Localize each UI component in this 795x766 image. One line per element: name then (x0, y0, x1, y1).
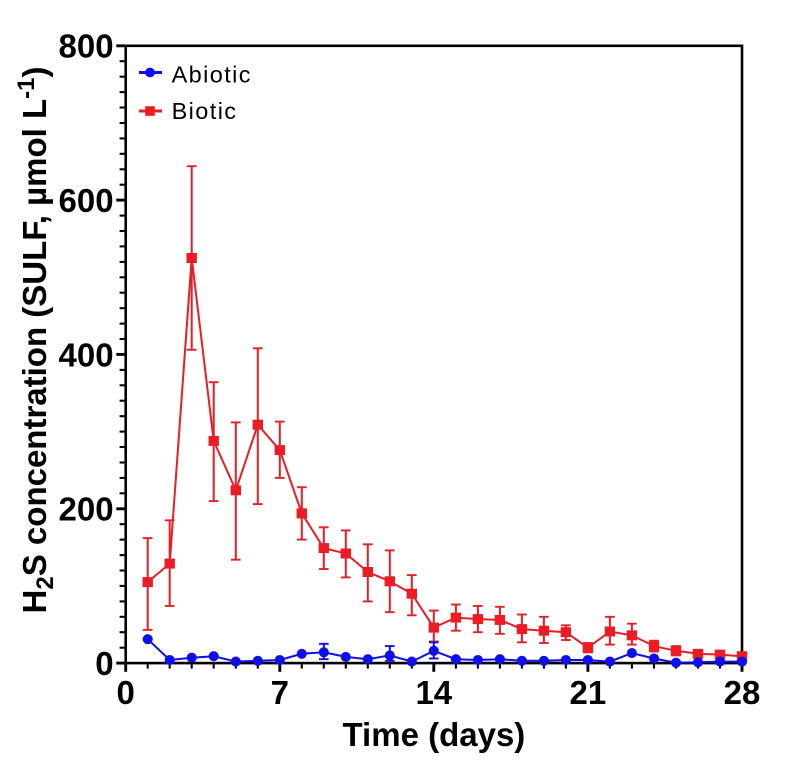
svg-text:600: 600 (59, 182, 114, 219)
svg-text:Biotic: Biotic (172, 98, 238, 124)
svg-text:800: 800 (59, 28, 114, 65)
svg-text:28: 28 (724, 674, 761, 711)
svg-text:Time (days): Time (days) (343, 716, 526, 753)
svg-text:14: 14 (415, 674, 452, 711)
svg-text:21: 21 (570, 674, 607, 711)
svg-text:Abiotic: Abiotic (172, 61, 252, 87)
svg-text:400: 400 (59, 336, 114, 373)
svg-text:0: 0 (95, 645, 113, 682)
svg-text:200: 200 (59, 491, 114, 528)
svg-text:0: 0 (117, 674, 135, 711)
svg-text:H2S concentration (SULF, µmol: H2S concentration (SULF, µmol L-1) (13, 67, 59, 614)
svg-text:7: 7 (271, 674, 289, 711)
